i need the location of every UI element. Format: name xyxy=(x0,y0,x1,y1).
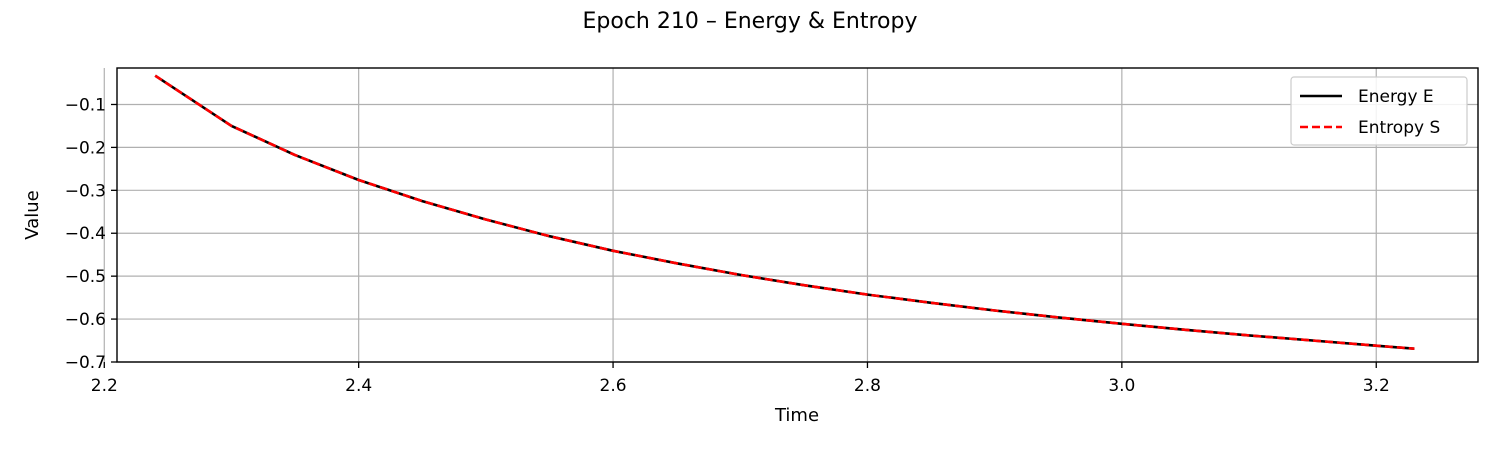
y-tick-label: −0.7 xyxy=(65,353,106,373)
y-axis-label: Value xyxy=(22,190,43,239)
chart-title: Epoch 210 – Energy & Entropy xyxy=(583,9,918,34)
y-tick-label: −0.1 xyxy=(65,95,106,115)
energy-series-line xyxy=(154,74,1415,350)
y-tick-label: −0.2 xyxy=(65,138,106,158)
legend: Energy E Entropy S xyxy=(1290,76,1468,146)
x-axis-label: Time xyxy=(774,405,819,426)
y-tick-label: −0.4 xyxy=(65,224,106,244)
x-tick-label: 2.4 xyxy=(345,376,372,396)
x-tick-label: 2.6 xyxy=(600,376,627,396)
x-tick-label: 3.2 xyxy=(1363,376,1390,396)
legend-box xyxy=(1290,76,1468,146)
grid xyxy=(103,68,1478,363)
y-tick-label: −0.5 xyxy=(65,267,106,287)
x-tick-label: 3.0 xyxy=(1108,376,1135,396)
entropy-series-line xyxy=(154,74,1415,350)
y-axis-ticks: −0.1 −0.2 −0.3 −0.4 −0.5 −0.6 −0.7 xyxy=(65,95,117,373)
y-tick-label: −0.3 xyxy=(65,181,106,201)
y-tick-label: −0.6 xyxy=(65,310,106,330)
x-axis-ticks: 2.2 2.4 2.6 2.8 3.0 3.2 xyxy=(91,362,1390,396)
series-layer xyxy=(154,74,1415,350)
plot-frame xyxy=(116,67,1479,363)
legend-entropy-label: Entropy S xyxy=(1358,118,1440,138)
x-tick-label: 2.8 xyxy=(854,376,881,396)
legend-energy-label: Energy E xyxy=(1358,87,1434,107)
x-tick-label: 2.2 xyxy=(91,376,118,396)
